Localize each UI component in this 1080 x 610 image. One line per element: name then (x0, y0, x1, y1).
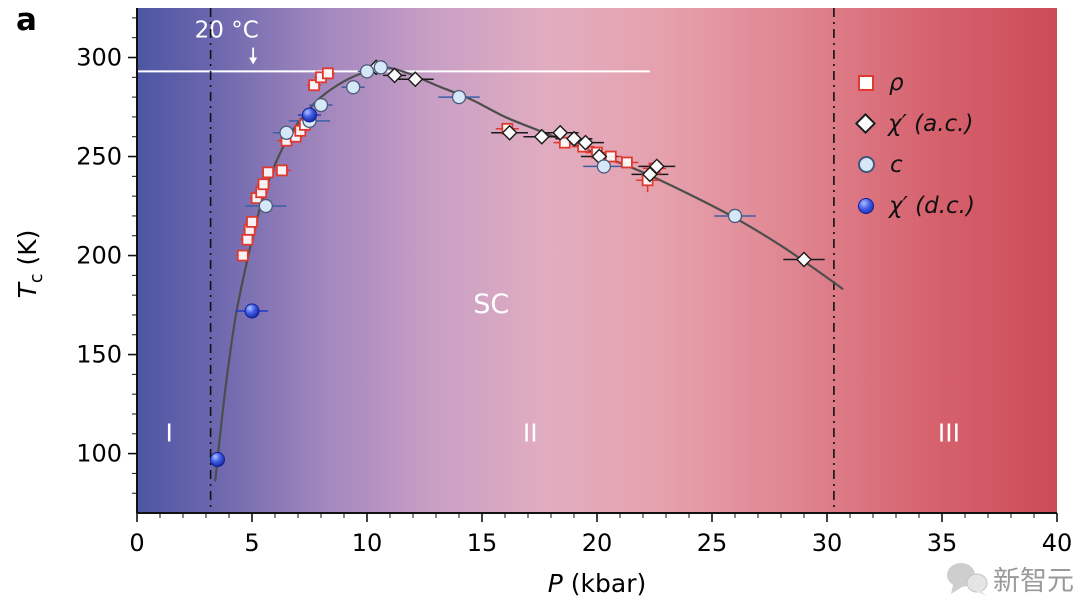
plot-background (137, 8, 1057, 513)
region-label-I: I (166, 419, 173, 448)
c-marker (359, 64, 375, 79)
x-tick-label: 0 (129, 529, 144, 557)
y-axis-subscript: c (27, 273, 47, 284)
x-tick-label: 5 (244, 529, 259, 557)
open-square-marker-icon (858, 74, 874, 91)
c-marker (451, 89, 467, 105)
rho-marker (246, 215, 258, 228)
rho-marker (308, 79, 321, 92)
legend: ρ χ′ (a.c.) c χ′ (d.c.) (854, 62, 975, 226)
legend-item-chi-dc: χ′ (d.c.) (858, 185, 975, 226)
x-tick-label: 10 (352, 529, 383, 557)
rho-marker (604, 150, 617, 163)
legend-item-rho: ρ (858, 62, 975, 103)
watermark-text: 新智元 (993, 566, 1074, 597)
y-axis-units: (K) (13, 229, 42, 274)
rho-marker (236, 249, 249, 262)
chi-ac-marker (552, 124, 569, 141)
x-axis-symbol: P (547, 569, 563, 598)
legend-label: χ′ (d.c.) (889, 192, 975, 219)
y-tick-label: 200 (76, 242, 122, 270)
rho-marker (558, 136, 571, 149)
y-axis-symbol: T (13, 283, 42, 299)
c-marker (596, 159, 612, 174)
rho-marker (275, 164, 288, 177)
chi-ac-marker (501, 124, 518, 141)
open-diamond-marker-icon (854, 112, 877, 135)
rho-marker (621, 156, 633, 169)
c-marker (727, 208, 743, 224)
y-tick-label: 100 (76, 440, 122, 468)
chi-ac-marker (386, 67, 403, 84)
region-label-II: II (523, 419, 538, 448)
chi-dc-marker (244, 303, 260, 319)
legend-label: c (890, 151, 903, 178)
region-label-III: III (938, 419, 960, 448)
c-marker (279, 125, 294, 140)
legend-item-c: c (858, 144, 975, 185)
down-arrow-head-icon (249, 57, 258, 65)
legend-label: ρ (889, 69, 904, 96)
chat-bubbles-icon (947, 562, 988, 596)
chi-ac-marker (566, 130, 582, 147)
y-tick-label: 300 (76, 44, 122, 72)
region-label-SC: SC (473, 289, 509, 320)
chi-dc-marker (210, 452, 225, 468)
room-temperature-label: 20 °C (195, 18, 259, 44)
x-tick-label: 15 (467, 529, 498, 557)
rho-marker (257, 178, 270, 191)
legend-item-chi-ac: χ′ (a.c.) (854, 103, 975, 144)
watermark: 新智元 (945, 559, 1074, 598)
light-circle-marker-icon (858, 156, 875, 173)
legend-label: χ′ (a.c.) (888, 110, 974, 137)
x-axis-label: P (kbar) (137, 569, 1057, 598)
x-tick-label: 35 (927, 529, 958, 557)
x-axis-units: (kbar) (562, 569, 647, 598)
chi-ac-marker (533, 128, 550, 145)
chi-ac-marker (648, 158, 665, 175)
c-marker (373, 60, 388, 75)
x-tick-label: 30 (812, 529, 843, 557)
x-tick-label: 25 (697, 529, 728, 557)
panel-label: a (16, 2, 37, 38)
chi-ac-marker (796, 251, 812, 268)
rho-marker (321, 67, 334, 80)
c-marker (313, 97, 329, 113)
chi-ac-marker (577, 134, 594, 151)
blue-sphere-marker-icon (858, 197, 874, 214)
y-axis-label: Tc (K) (13, 189, 47, 339)
c-marker (346, 80, 361, 95)
y-tick-label: 250 (76, 143, 122, 171)
rho-marker (241, 233, 254, 246)
rho-marker (262, 166, 275, 179)
chi-ac-marker (407, 71, 424, 88)
c-marker (258, 198, 273, 214)
x-tick-label: 40 (1042, 529, 1073, 557)
chi-dc-marker (302, 107, 317, 123)
y-tick-label: 150 (76, 341, 122, 369)
x-tick-label: 20 (582, 529, 613, 557)
